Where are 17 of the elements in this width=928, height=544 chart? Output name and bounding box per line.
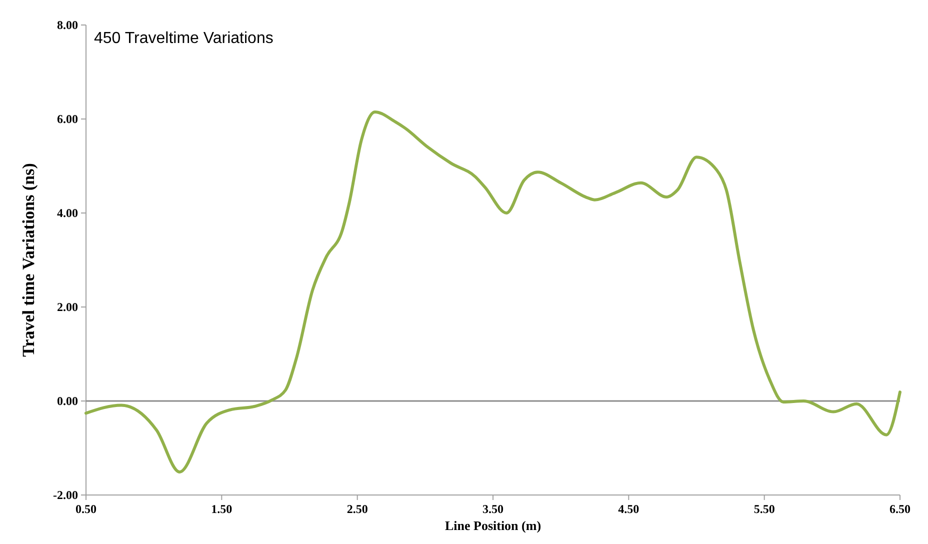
x-axis-title: Line Position (m) bbox=[444, 518, 542, 533]
x-tick-label: 4.50 bbox=[618, 502, 640, 516]
x-tick-label: 2.50 bbox=[346, 502, 368, 516]
y-tick-label: 0.00 bbox=[57, 394, 78, 408]
x-tick-label: 1.50 bbox=[211, 502, 232, 516]
x-tick-label: 6.50 bbox=[890, 502, 910, 516]
y-tick-label: 4.00 bbox=[57, 206, 78, 220]
y-tick-label: 6.00 bbox=[57, 112, 78, 126]
y-tick-label: 8.00 bbox=[57, 18, 78, 32]
line-series bbox=[84, 110, 902, 474]
x-tick-label: 5.50 bbox=[754, 502, 775, 516]
x-tick-label: 0.50 bbox=[76, 502, 96, 516]
y-tick-label: -2.00 bbox=[53, 488, 78, 502]
y-tick-label: 2.00 bbox=[57, 300, 78, 314]
x-tick-label: 3.50 bbox=[482, 502, 504, 516]
y-axis-title: Travel time Variations (ns) bbox=[19, 163, 38, 357]
chart-title: 450 Traveltime Variations bbox=[94, 30, 274, 47]
